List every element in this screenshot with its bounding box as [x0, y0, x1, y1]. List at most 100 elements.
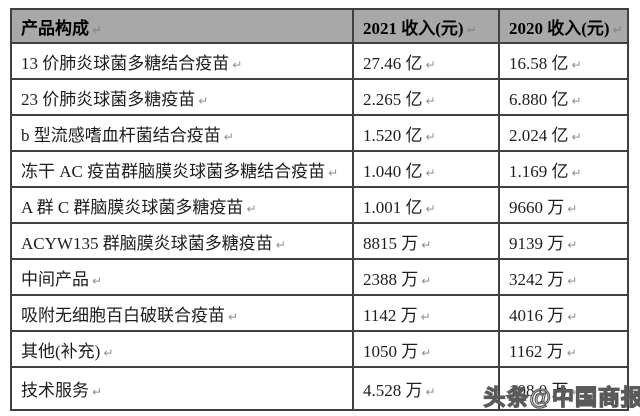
table-header-row: 产品构成 ↵ 2021 收入(元) ↵ 2020 收入(元) ↵: [10, 8, 629, 44]
paragraph-mark-icon: ↵: [328, 165, 339, 180]
product-cell: 中间产品 ↵: [10, 258, 354, 296]
revenue-2020-cell: 3242 万 ↵: [498, 258, 629, 296]
product-cell: b 型流感嗜血杆菌结合疫苗 ↵: [10, 114, 354, 152]
paragraph-mark-icon: ↵: [232, 57, 243, 72]
paragraph-mark-icon: ↵: [425, 93, 436, 108]
revenue-2020-value: 4016 万: [509, 305, 565, 325]
revenue-2020-value: 3242 万: [509, 269, 565, 289]
product-name: ACYW135 群脑膜炎球菌多糖疫苗: [21, 233, 273, 253]
table-row: b 型流感嗜血杆菌结合疫苗 ↵ 1.520 亿 ↵ 2.024 亿 ↵: [10, 114, 629, 152]
table-row: 技术服务 ↵ 4.528 万 ↵ 108.0 万 ↵: [10, 366, 629, 411]
revenue-2021-cell: 2388 万 ↵: [352, 258, 500, 296]
header-product-label: 产品构成: [21, 18, 89, 38]
paragraph-mark-icon: ↵: [425, 129, 436, 144]
paragraph-mark-icon: ↵: [567, 237, 578, 252]
revenue-2020-value: 108.0 万: [509, 381, 569, 400]
paragraph-mark-icon: ↵: [421, 345, 432, 360]
table-row: 13 价肺炎球菌多糖结合疫苗 ↵ 27.46 亿 ↵ 16.58 亿 ↵: [10, 42, 629, 80]
product-name: b 型流感嗜血杆菌结合疫苗: [21, 125, 221, 145]
paragraph-mark-icon: ↵: [92, 22, 103, 37]
revenue-2020-cell: 6.880 亿 ↵: [498, 78, 629, 116]
product-name: 23 价肺炎球菌多糖疫苗: [21, 89, 196, 109]
paragraph-mark-icon: ↵: [103, 345, 114, 360]
revenue-2021-cell: 4.528 万 ↵: [352, 366, 500, 411]
paragraph-mark-icon: ↵: [567, 309, 578, 324]
revenue-2020-value: 1.169 亿: [509, 161, 569, 181]
revenue-2021-value: 27.46 亿: [363, 53, 423, 73]
product-cell: 吸附无细胞百白破联合疫苗 ↵: [10, 294, 354, 332]
product-name: 其他(补充): [21, 341, 101, 361]
paragraph-mark-icon: ↵: [425, 165, 436, 180]
paragraph-mark-icon: ↵: [275, 237, 286, 252]
table-row: 其他(补充) ↵ 1050 万 ↵ 1162 万 ↵: [10, 330, 629, 368]
product-cell: 技术服务 ↵: [10, 366, 354, 411]
toutiao-watermark: 头条@中国商报: [483, 384, 640, 410]
product-cell: 其他(补充) ↵: [10, 330, 354, 368]
paragraph-mark-icon: ↵: [571, 165, 582, 180]
revenue-2021-value: 1.520 亿: [363, 125, 423, 145]
product-name: 吸附无细胞百白破联合疫苗: [21, 305, 225, 325]
revenue-2020-value: 6.880 亿: [509, 89, 569, 109]
revenue-2020-value: 9660 万: [509, 197, 565, 217]
header-revenue-2020: 2020 收入(元) ↵: [498, 8, 629, 44]
revenue-2021-value: 1.001 亿: [363, 197, 423, 217]
paragraph-mark-icon: ↵: [421, 273, 432, 288]
table-row: 吸附无细胞百白破联合疫苗 ↵ 1142 万 ↵ 4016 万 ↵: [10, 294, 629, 332]
revenue-2021-value: 1142 万: [363, 305, 418, 325]
revenue-2021-cell: 1050 万 ↵: [352, 330, 500, 368]
revenue-2021-cell: 27.46 亿 ↵: [352, 42, 500, 80]
product-name: 技术服务: [21, 381, 89, 400]
revenue-2020-cell: 108.0 万 ↵: [498, 366, 629, 411]
paragraph-mark-icon: ↵: [92, 273, 103, 288]
product-cell: A 群 C 群脑膜炎球菌多糖疫苗 ↵: [10, 186, 354, 224]
revenue-2021-value: 1050 万: [363, 341, 419, 361]
paragraph-mark-icon: ↵: [246, 201, 257, 216]
revenue-2021-cell: 1142 万 ↵: [352, 294, 500, 332]
header-2021-label: 2021 收入(元): [363, 18, 464, 38]
header-revenue-2021: 2021 收入(元) ↵: [352, 8, 500, 44]
revenue-2020-value: 9139 万: [509, 233, 565, 253]
paragraph-mark-icon: ↵: [571, 93, 582, 108]
revenue-2020-cell: 9660 万 ↵: [498, 186, 629, 224]
paragraph-mark-icon: ↵: [571, 385, 582, 399]
revenue-2020-value: 2.024 亿: [509, 125, 569, 145]
paragraph-mark-icon: ↵: [420, 309, 431, 324]
header-product: 产品构成 ↵: [10, 8, 354, 44]
revenue-2020-value: 16.58 亿: [509, 53, 569, 73]
paragraph-mark-icon: ↵: [421, 237, 432, 252]
revenue-2021-cell: 1.520 亿 ↵: [352, 114, 500, 152]
revenue-2021-value: 1.040 亿: [363, 161, 423, 181]
revenue-2021-value: 4.528 万: [363, 381, 423, 400]
product-name: 13 价肺炎球菌多糖结合疫苗: [21, 53, 230, 73]
paragraph-mark-icon: ↵: [571, 129, 582, 144]
product-cell: 13 价肺炎球菌多糖结合疫苗 ↵: [10, 42, 354, 80]
table-row: 中间产品 ↵ 2388 万 ↵ 3242 万 ↵: [10, 258, 629, 296]
revenue-2020-cell: 1.169 亿 ↵: [498, 150, 629, 188]
revenue-2021-value: 2.265 亿: [363, 89, 423, 109]
table-row: 冻干 AC 疫苗群脑膜炎球菌多糖结合疫苗 ↵ 1.040 亿 ↵ 1.169 亿 ↵: [10, 150, 629, 188]
table-row: A 群 C 群脑膜炎球菌多糖疫苗 ↵ 1.001 亿 ↵ 9660 万 ↵: [10, 186, 629, 224]
paragraph-mark-icon: ↵: [566, 345, 577, 360]
paragraph-mark-icon: ↵: [425, 201, 436, 216]
header-2020-label: 2020 收入(元): [509, 18, 610, 38]
revenue-2020-value: 1162 万: [509, 341, 564, 361]
paragraph-mark-icon: ↵: [612, 22, 623, 37]
product-name: 冻干 AC 疫苗群脑膜炎球菌多糖结合疫苗: [21, 161, 326, 181]
product-cell: 23 价肺炎球菌多糖疫苗 ↵: [10, 78, 354, 116]
revenue-2021-cell: 1.040 亿 ↵: [352, 150, 500, 188]
paragraph-mark-icon: ↵: [567, 201, 578, 216]
paragraph-mark-icon: ↵: [571, 57, 582, 72]
revenue-2021-cell: 1.001 亿 ↵: [352, 186, 500, 224]
revenue-2020-cell: 16.58 亿 ↵: [498, 42, 629, 80]
revenue-2021-value: 2388 万: [363, 269, 419, 289]
product-cell: ACYW135 群脑膜炎球菌多糖疫苗 ↵: [10, 222, 354, 260]
product-name: 中间产品: [21, 269, 89, 289]
paragraph-mark-icon: ↵: [198, 93, 209, 108]
paragraph-mark-icon: ↵: [92, 385, 103, 399]
revenue-2020-cell: 2.024 亿 ↵: [498, 114, 629, 152]
paragraph-mark-icon: ↵: [425, 385, 436, 399]
paragraph-mark-icon: ↵: [466, 22, 477, 37]
revenue-2020-cell: 1162 万 ↵: [498, 330, 629, 368]
revenue-2021-cell: 2.265 亿 ↵: [352, 78, 500, 116]
product-name: A 群 C 群脑膜炎球菌多糖疫苗: [21, 197, 244, 217]
